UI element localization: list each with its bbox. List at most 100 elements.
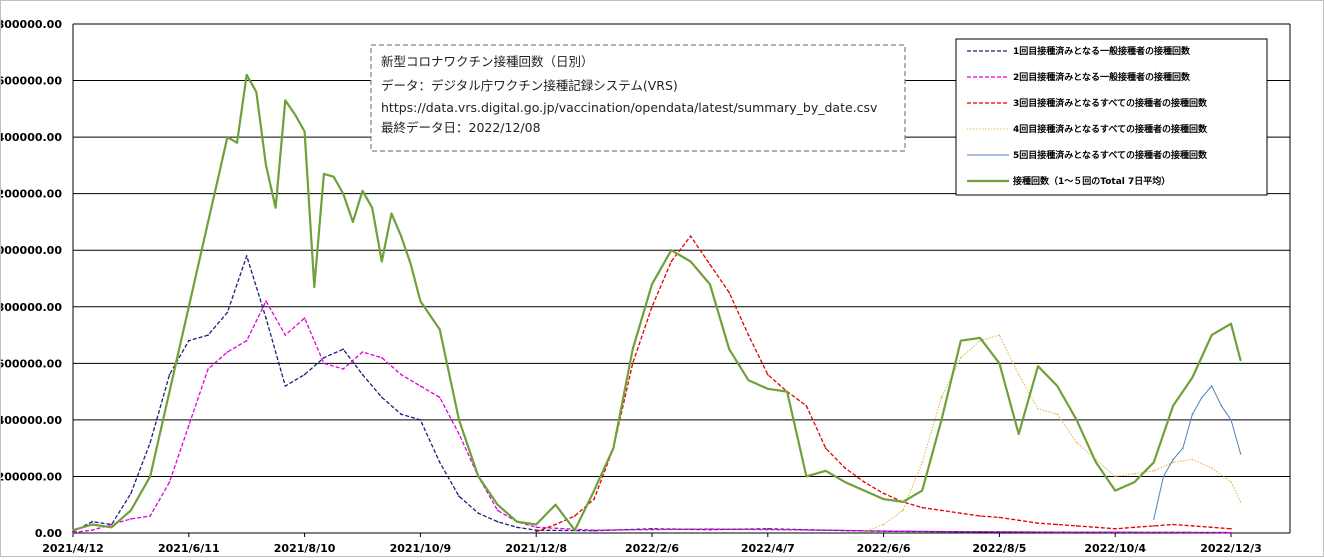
annotation-line-3: https://data.vrs.digital.go.jp/vaccinati…: [381, 100, 878, 115]
series-2-point-33: [1056, 531, 1059, 533]
series-3-point-26: [1037, 522, 1039, 524]
series-1-point-1: [91, 520, 94, 523]
series-2-point-22: [496, 509, 499, 512]
series-2-point-4: [149, 515, 151, 517]
series-6-point-44: [709, 283, 711, 286]
series-line-1: [72, 255, 1232, 534]
series-3-point-32: [1153, 525, 1155, 527]
series-1-point-18: [419, 419, 422, 421]
series-6-point-11: [245, 74, 248, 76]
series-5-point-3: [1182, 447, 1184, 450]
series-4: [863, 334, 1242, 533]
series-line-3: [535, 235, 1232, 533]
series-5-point-1: [1162, 475, 1165, 478]
series-6-point-37: [574, 529, 576, 531]
series-6-point-45: [728, 348, 730, 351]
series-2-point-13: [323, 362, 325, 365]
series-2-point-25: [593, 529, 595, 531]
series-1-point-5: [168, 373, 171, 376]
x-tick-label-0: 2021/4/12: [42, 542, 104, 555]
y-tick-label-1: 200000.00: [1, 470, 62, 483]
series-2-point-15: [361, 351, 364, 353]
series-2-point-36: [1230, 531, 1232, 534]
series-5-point-2: [1172, 458, 1174, 461]
series-5-point-4: [1191, 413, 1194, 416]
series-2-point-17: [400, 373, 402, 376]
series-2-point-7: [207, 368, 209, 370]
series-6-point-43: [689, 260, 692, 263]
series-6-point-9: [226, 136, 229, 138]
series-line-5: [1153, 385, 1242, 520]
series-4-point-5: [960, 356, 962, 359]
series-6-point-63: [1075, 419, 1078, 421]
series-6-point-27: [400, 235, 402, 237]
series-1-point-3: [130, 492, 132, 495]
legend-label-6: 接種回数（1～５回のTotal 7日平均）: [1013, 175, 1170, 187]
series-4-point-4: [940, 396, 943, 399]
series-4-point-6: [979, 339, 981, 342]
series-6-point-47: [767, 388, 769, 390]
series-1-point-8: [226, 311, 229, 314]
series-6-point-58: [979, 337, 981, 339]
series-4-point-16: [1172, 461, 1174, 464]
series-6: [72, 73, 1242, 532]
series-6-point-24: [371, 207, 374, 209]
legend-label-5: 5回目接種済みとなるすべての接種者の接種回数: [1013, 149, 1208, 161]
series-6-point-31: [458, 419, 460, 421]
series-4-point-13: [1114, 475, 1116, 478]
series-6-point-55: [921, 489, 923, 492]
series-1-point-24: [535, 529, 537, 531]
series-6-point-4: [149, 475, 151, 478]
series-5-point-5: [1201, 396, 1203, 399]
series-3-point-17: [863, 481, 866, 483]
series-5-point-9: [1239, 453, 1242, 455]
y-tick-label-8: 1600000.00: [1, 75, 62, 88]
series-2-point-5: [168, 481, 171, 483]
series-4-point-0: [863, 530, 866, 533]
series-3-point-9: [709, 263, 711, 266]
series-5-point-0: [1153, 518, 1155, 520]
series-1-point-6: [188, 339, 190, 342]
series-6-point-21: [342, 192, 345, 195]
x-tick-label-6: 2022/4/7: [741, 542, 795, 555]
series-6-point-51: [844, 481, 846, 483]
series-layer: [72, 73, 1242, 534]
series-4-point-10: [1056, 413, 1059, 416]
legend-label-2: 2回目接種済みとなる一般接種者の接種回数: [1013, 71, 1191, 83]
series-1-point-10: [265, 317, 267, 319]
series-6-point-54: [902, 501, 904, 503]
series-2-point-10: [265, 300, 267, 302]
series-3-point-16: [844, 467, 846, 469]
series-6-point-41: [651, 283, 653, 286]
series-3-point-5: [631, 362, 634, 365]
series-6-point-23: [361, 190, 364, 192]
series-3-point-22: [960, 512, 962, 514]
series-6-point-33: [496, 503, 499, 506]
series-1-point-20: [458, 495, 460, 498]
series-3-point-3: [593, 498, 595, 500]
series-6-point-32: [477, 475, 480, 478]
series-2-point-29: [824, 529, 827, 531]
series-6-point-5: [168, 390, 171, 393]
series-6-point-20: [332, 175, 335, 178]
series-3-point-18: [882, 492, 885, 495]
series-6-point-15: [284, 99, 287, 102]
series-6-point-53: [882, 498, 885, 500]
annotation-frame: [370, 44, 906, 152]
y-tick-label-4: 800000.00: [1, 301, 62, 314]
series-1-point-19: [438, 461, 441, 464]
series-2-point-12: [303, 317, 306, 319]
series-6-point-2: [110, 526, 113, 529]
y-tick-label-2: 400000.00: [1, 414, 62, 427]
x-tick-label-7: 2022/6/6: [857, 542, 911, 555]
series-6-point-40: [631, 348, 634, 351]
series-line-4: [864, 334, 1242, 533]
series-6-point-38: [593, 489, 595, 492]
series-2-point-30: [882, 530, 885, 532]
series-3-point-6: [651, 306, 653, 308]
series-6-point-30: [438, 328, 441, 331]
series-6-point-52: [863, 489, 866, 492]
series-2-point-26: [651, 528, 653, 531]
series-4-point-15: [1153, 470, 1155, 472]
